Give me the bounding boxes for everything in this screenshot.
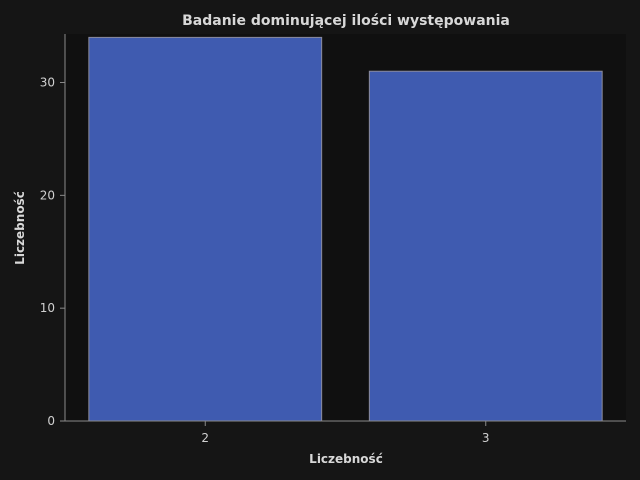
x-tick-label: 2 bbox=[201, 431, 209, 445]
y-tick-label: 30 bbox=[40, 76, 55, 90]
x-axis-label: Liczebność bbox=[309, 452, 383, 466]
y-ticks-group: 0 10 20 30 bbox=[40, 76, 65, 428]
y-axis-label: Liczebność bbox=[13, 191, 27, 265]
bar-2 bbox=[88, 36, 323, 422]
chart-title: Badanie dominującej ilości występowania bbox=[182, 13, 510, 29]
bar-3 bbox=[368, 70, 603, 422]
y-tick-label: 20 bbox=[40, 188, 55, 202]
bars-group bbox=[88, 36, 603, 422]
x-tick-label: 3 bbox=[482, 431, 490, 445]
y-tick-label: 0 bbox=[47, 414, 55, 428]
y-tick-label: 10 bbox=[40, 301, 55, 315]
